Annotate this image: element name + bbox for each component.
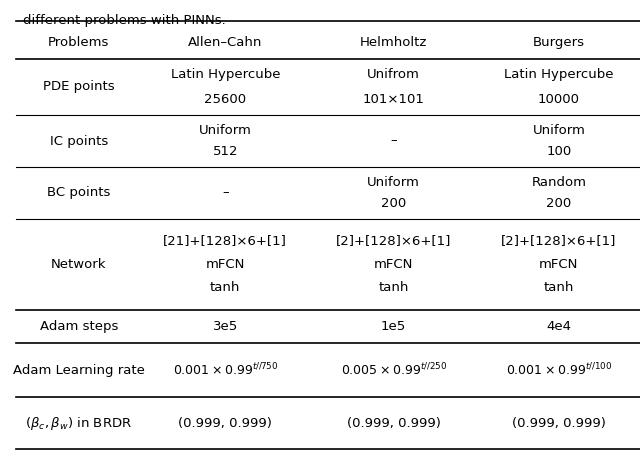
- Text: 1e5: 1e5: [381, 320, 406, 333]
- Text: Latin Hypercube: Latin Hypercube: [504, 68, 614, 81]
- Text: 3e5: 3e5: [212, 320, 238, 333]
- Text: Network: Network: [51, 258, 106, 271]
- Text: 200: 200: [547, 196, 572, 210]
- Text: PDE points: PDE points: [43, 80, 115, 94]
- Text: mFCN: mFCN: [540, 258, 579, 271]
- Text: Random: Random: [531, 176, 586, 189]
- Text: $(\beta_c, \beta_w)$ in BRDR: $(\beta_c, \beta_w)$ in BRDR: [25, 415, 132, 431]
- Text: Problems: Problems: [48, 36, 109, 49]
- Text: $0.001 \times 0.99^{t//750}$: $0.001 \times 0.99^{t//750}$: [173, 362, 278, 378]
- Text: –: –: [222, 186, 228, 199]
- Text: IC points: IC points: [49, 134, 108, 148]
- Text: mFCN: mFCN: [205, 258, 245, 271]
- Text: Burgers: Burgers: [533, 36, 585, 49]
- Text: 10000: 10000: [538, 93, 580, 106]
- Text: BC points: BC points: [47, 186, 110, 199]
- Text: [2]+[128]×6+[1]: [2]+[128]×6+[1]: [501, 235, 616, 247]
- Text: Uniform: Uniform: [532, 124, 586, 137]
- Text: 4e4: 4e4: [547, 320, 572, 333]
- Text: (0.999, 0.999): (0.999, 0.999): [347, 416, 440, 430]
- Text: $0.001 \times 0.99^{t//100}$: $0.001 \times 0.99^{t//100}$: [506, 362, 612, 378]
- Text: Uniform: Uniform: [199, 124, 252, 137]
- Text: –: –: [390, 134, 397, 148]
- Text: [2]+[128]×6+[1]: [2]+[128]×6+[1]: [336, 235, 451, 247]
- Text: Latin Hypercube: Latin Hypercube: [170, 68, 280, 81]
- Text: tanh: tanh: [378, 282, 409, 294]
- Text: 200: 200: [381, 196, 406, 210]
- Text: tanh: tanh: [544, 282, 574, 294]
- Text: 25600: 25600: [204, 93, 246, 106]
- Text: Unifrom: Unifrom: [367, 68, 420, 81]
- Text: tanh: tanh: [210, 282, 241, 294]
- Text: Helmholtz: Helmholtz: [360, 36, 428, 49]
- Text: 101×101: 101×101: [363, 93, 424, 106]
- Text: Adam steps: Adam steps: [40, 320, 118, 333]
- Text: different problems with PINNs.: different problems with PINNs.: [22, 14, 225, 27]
- Text: [21]+[128]×6+[1]: [21]+[128]×6+[1]: [163, 235, 287, 247]
- Text: Uniform: Uniform: [367, 176, 420, 189]
- Text: 100: 100: [547, 145, 572, 158]
- Text: mFCN: mFCN: [374, 258, 413, 271]
- Text: Adam Learning rate: Adam Learning rate: [13, 364, 145, 376]
- Text: $0.005 \times 0.99^{t//250}$: $0.005 \times 0.99^{t//250}$: [340, 362, 447, 378]
- Text: (0.999, 0.999): (0.999, 0.999): [512, 416, 606, 430]
- Text: Allen–Cahn: Allen–Cahn: [188, 36, 262, 49]
- Text: 512: 512: [212, 145, 238, 158]
- Text: (0.999, 0.999): (0.999, 0.999): [179, 416, 272, 430]
